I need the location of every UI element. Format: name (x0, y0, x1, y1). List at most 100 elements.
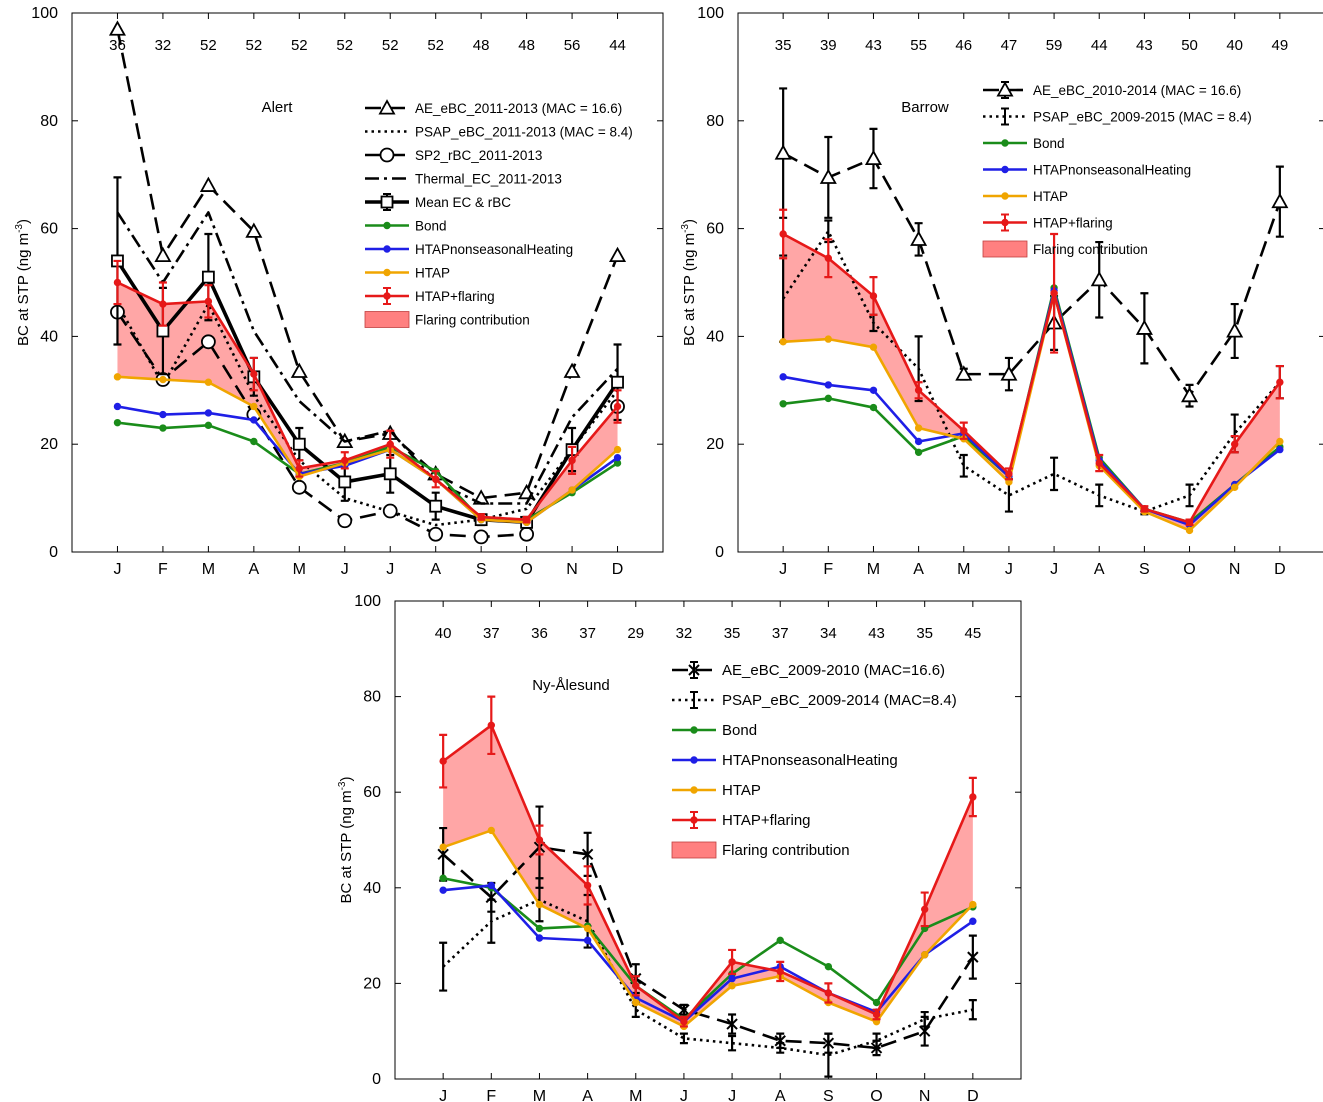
y-tick-label: 20 (363, 975, 381, 992)
legend-label: HTAP (415, 266, 450, 281)
series-line (442, 898, 974, 1057)
series-psap-ebc-2009-2014-mac-8-4- (439, 877, 977, 1078)
legend-swatch-marker (383, 292, 391, 300)
y-tick-label: 0 (715, 544, 724, 561)
series-line (116, 302, 619, 527)
data-point (201, 270, 215, 284)
series-sp2-rbc-2011-2013 (110, 304, 625, 545)
legend-swatch-marker (690, 726, 698, 734)
series-line (782, 151, 1282, 397)
data-point (383, 467, 397, 481)
data-point (864, 149, 882, 166)
data-point (779, 230, 787, 238)
data-point (581, 848, 594, 861)
legend-swatch-fill (982, 240, 1028, 258)
legend-label: HTAP+flaring (722, 812, 811, 829)
data-point (1050, 289, 1058, 297)
x-tick-label: F (486, 1088, 496, 1102)
x-tick-label: J (779, 561, 787, 578)
data-point (613, 445, 622, 454)
data-point (726, 1018, 738, 1030)
sample-count-label: 52 (200, 37, 217, 54)
sample-count-label: 45 (965, 625, 982, 642)
sample-count-label: 37 (772, 625, 789, 642)
data-point (429, 499, 443, 513)
y-tick-label: 40 (363, 880, 381, 897)
x-tick-label: O (870, 1088, 882, 1102)
y-axis-label: BC at STP (ng m-3) (680, 219, 698, 346)
data-point (204, 297, 213, 306)
data-point (338, 475, 352, 489)
data-point (583, 881, 592, 890)
sample-count-label: 43 (868, 625, 885, 642)
legend-swatch-marker (378, 99, 396, 115)
data-point (824, 254, 833, 262)
x-tick-label: O (520, 561, 532, 578)
data-point (967, 951, 979, 963)
x-tick-label: J (1050, 561, 1058, 578)
data-point (728, 958, 736, 966)
data-point (1276, 378, 1284, 386)
y-axis-label-text: BC at STP (ng m (338, 790, 355, 903)
legend-swatch-marker (688, 664, 700, 676)
legend: AE_eBC_2011-2013 (MAC = 16.6) PSAP_eBC_20… (364, 99, 633, 328)
x-tick-label: J (341, 561, 349, 578)
legend-label: Mean EC & rBC (415, 195, 511, 210)
data-point (1185, 518, 1194, 527)
legend-label: Flaring contribution (722, 842, 850, 859)
error-bar (872, 1032, 881, 1050)
data-point (204, 409, 213, 417)
series-line (117, 375, 619, 524)
y-axis-label-exponent: -3 (337, 781, 348, 790)
sample-count-label: 52 (427, 37, 444, 54)
data-point (609, 246, 627, 263)
data-point (824, 335, 833, 343)
data-point (1135, 319, 1153, 335)
legend: AE_eBC_2010-2014 (MAC = 16.6) PSAP_eBC_20… (982, 81, 1252, 258)
x-tick-label: A (1094, 561, 1105, 578)
legend-label: AE_eBC_2011-2013 (MAC = 16.6) (415, 101, 622, 116)
sample-count-label: 44 (609, 37, 626, 54)
data-point (611, 375, 624, 389)
y-tick-label: 100 (354, 593, 381, 610)
series-line (442, 845, 974, 1050)
x-tick-label: O (1183, 561, 1195, 578)
x-tick-label: A (913, 561, 924, 578)
legend-swatch-marker (690, 756, 698, 764)
data-point (439, 886, 447, 894)
data-point (1230, 483, 1239, 492)
x-tick-label: S (823, 1088, 834, 1102)
series-line (442, 829, 974, 1028)
data-point (200, 334, 216, 350)
data-point (824, 394, 833, 403)
series-htap (439, 826, 977, 1031)
sample-count-label: 37 (483, 625, 500, 642)
data-point (113, 402, 122, 411)
error-bar (487, 898, 496, 944)
x-tick-label: N (919, 1088, 931, 1102)
x-tick-label: M (533, 1088, 546, 1102)
sample-count-label: 59 (1046, 37, 1063, 54)
legend-swatch-marker (996, 81, 1014, 97)
legend-label: PSAP_eBC_2011-2013 (MAC = 8.4) (415, 125, 633, 140)
y-tick-label: 60 (363, 784, 381, 801)
x-tick-label: S (476, 561, 487, 578)
data-point (960, 427, 968, 435)
data-point (1230, 440, 1239, 448)
legend-label: Thermal_EC_2011-2013 (415, 172, 562, 187)
error-bar (959, 453, 968, 478)
y-tick-label: 80 (706, 113, 724, 130)
legend-swatch-marker (383, 268, 391, 277)
y-tick-label: 100 (31, 5, 58, 22)
sample-count-label: 36 (109, 37, 126, 54)
data-point (1140, 505, 1149, 513)
site-label: Barrow (901, 99, 949, 116)
data-point (535, 924, 544, 933)
x-tick-label: D (967, 1088, 979, 1102)
legend-swatch-marker (690, 816, 698, 824)
x-tick-label: J (680, 1088, 688, 1102)
data-point (1276, 445, 1284, 454)
data-point (292, 437, 306, 451)
error-bar (1185, 483, 1194, 508)
data-point (113, 418, 122, 427)
